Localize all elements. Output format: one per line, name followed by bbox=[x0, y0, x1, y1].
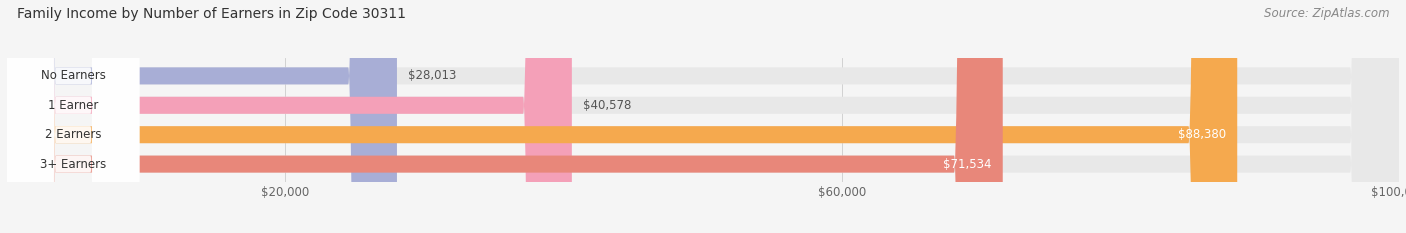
FancyBboxPatch shape bbox=[7, 0, 1399, 233]
Text: 1 Earner: 1 Earner bbox=[48, 99, 98, 112]
FancyBboxPatch shape bbox=[7, 0, 1399, 233]
FancyBboxPatch shape bbox=[7, 0, 139, 233]
Text: Source: ZipAtlas.com: Source: ZipAtlas.com bbox=[1264, 7, 1389, 20]
Text: $40,578: $40,578 bbox=[583, 99, 631, 112]
FancyBboxPatch shape bbox=[7, 0, 1399, 233]
FancyBboxPatch shape bbox=[7, 0, 1399, 233]
Text: 3+ Earners: 3+ Earners bbox=[39, 158, 107, 171]
Text: $28,013: $28,013 bbox=[408, 69, 457, 82]
Text: 2 Earners: 2 Earners bbox=[45, 128, 101, 141]
FancyBboxPatch shape bbox=[7, 0, 396, 233]
FancyBboxPatch shape bbox=[7, 0, 572, 233]
FancyBboxPatch shape bbox=[7, 0, 1002, 233]
Text: No Earners: No Earners bbox=[41, 69, 105, 82]
Text: $71,534: $71,534 bbox=[943, 158, 991, 171]
Text: Family Income by Number of Earners in Zip Code 30311: Family Income by Number of Earners in Zi… bbox=[17, 7, 406, 21]
FancyBboxPatch shape bbox=[7, 0, 139, 233]
FancyBboxPatch shape bbox=[7, 0, 139, 233]
FancyBboxPatch shape bbox=[7, 0, 139, 233]
FancyBboxPatch shape bbox=[7, 0, 1237, 233]
Text: $88,380: $88,380 bbox=[1178, 128, 1226, 141]
